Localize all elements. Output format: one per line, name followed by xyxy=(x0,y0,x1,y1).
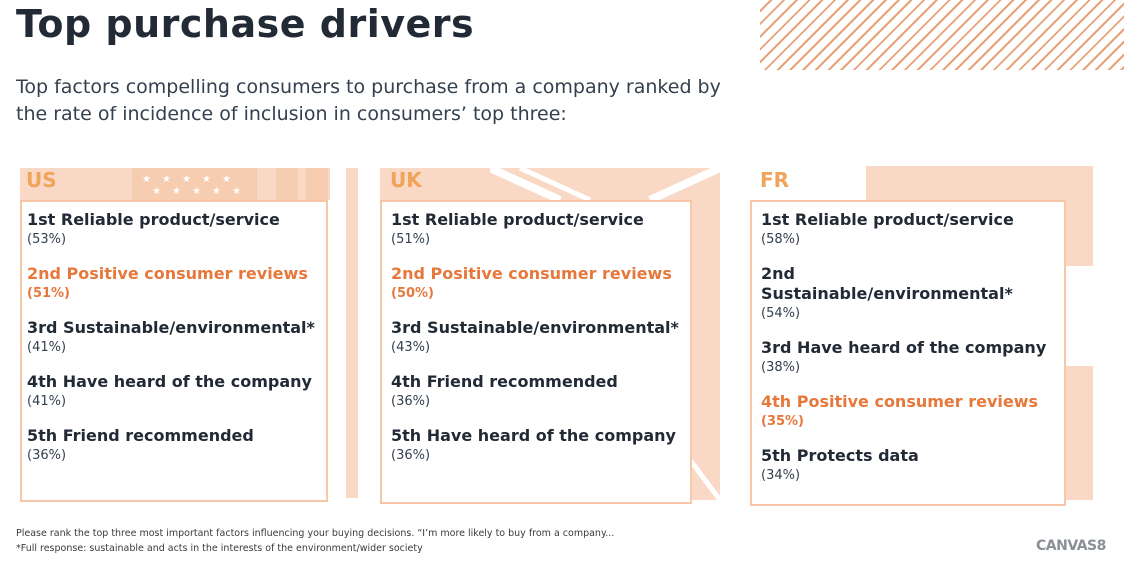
ranking-percent: (51%) xyxy=(27,286,70,301)
ranking-percent: (38%) xyxy=(761,360,801,375)
survey-question-footnote: Please rank the top three most important… xyxy=(16,528,615,539)
ranking-item: 4th Have heard of the company (41%) xyxy=(27,372,326,412)
ranking-item: 1st Reliable product/service (58%) xyxy=(761,210,1064,250)
ranking-percent: (41%) xyxy=(27,394,67,409)
ranking-label: 5th Protects data xyxy=(761,446,919,465)
ranking-item: 5th Protects data (34%) xyxy=(761,446,1064,486)
ranking-item: 5th Have heard of the company (36%) xyxy=(391,426,690,466)
country-label-fr: FR xyxy=(760,168,790,192)
ranking-item: 3rd Have heard of the company (38%) xyxy=(761,338,1064,378)
page-title: Top purchase drivers xyxy=(16,2,475,46)
canvas8-logo: CANVAS8 xyxy=(1036,538,1106,554)
decorative-hatch-pattern xyxy=(760,0,1124,70)
ranking-percent: (53%) xyxy=(27,232,67,247)
ranking-item: 4th Positive consumer reviews (35%) xyxy=(761,392,1064,432)
ranking-percent: (41%) xyxy=(27,340,67,355)
page-subtitle: Top factors compelling consumers to purc… xyxy=(16,76,721,125)
ranking-item: 5th Friend recommended (36%) xyxy=(27,426,326,466)
ranking-item: 3rd Sustainable/environmental* (41%) xyxy=(27,318,326,358)
ranking-item: 2nd Sustainable/environmental* (54%) xyxy=(761,264,1064,324)
ranking-item: 1st Reliable product/service (53%) xyxy=(27,210,326,250)
ranking-percent: (54%) xyxy=(761,306,801,321)
ranking-panel-uk: 1st Reliable product/service (51%) 2nd Po… xyxy=(380,200,692,504)
ranking-percent: (36%) xyxy=(27,448,67,463)
ranking-percent: (34%) xyxy=(761,468,801,483)
ranking-percent: (35%) xyxy=(761,414,804,429)
ranking-label: 5th Have heard of the company xyxy=(391,426,676,445)
ranking-label: 3rd Have heard of the company xyxy=(761,338,1047,357)
ranking-panel-us: 1st Reliable product/service (53%) 2nd Po… xyxy=(20,200,328,502)
ranking-item: 2nd Positive consumer reviews (51%) xyxy=(27,264,326,304)
ranking-percent: (43%) xyxy=(391,340,431,355)
ranking-percent: (36%) xyxy=(391,448,431,463)
ranking-label: 1st Reliable product/service xyxy=(761,210,1014,229)
ranking-label: 2nd Positive consumer reviews xyxy=(391,264,672,283)
ranking-item: 2nd Positive consumer reviews (50%) xyxy=(391,264,690,304)
ranking-label: 3rd Sustainable/environmental* xyxy=(27,318,315,337)
ranking-panel-fr: 1st Reliable product/service (58%) 2nd Su… xyxy=(750,200,1066,506)
ranking-item: 1st Reliable product/service (51%) xyxy=(391,210,690,250)
ranking-label: 1st Reliable product/service xyxy=(391,210,644,229)
ranking-percent: (50%) xyxy=(391,286,434,301)
country-label-us: US xyxy=(26,168,57,192)
ranking-label: 1st Reliable product/service xyxy=(27,210,280,229)
ranking-item: 4th Friend recommended (36%) xyxy=(391,372,690,412)
ranking-percent: (36%) xyxy=(391,394,431,409)
country-label-uk: UK xyxy=(390,168,422,192)
ranking-label: 3rd Sustainable/environmental* xyxy=(391,318,679,337)
ranking-label: 4th Positive consumer reviews xyxy=(761,392,1039,411)
asterisk-footnote: *Full response: sustainable and acts in … xyxy=(16,543,423,554)
ranking-label: 4th Have heard of the company xyxy=(27,372,312,391)
ranking-label: 2nd Sustainable/environmental* xyxy=(761,264,1013,303)
ranking-percent: (58%) xyxy=(761,232,801,247)
ranking-label: 5th Friend recommended xyxy=(27,426,254,445)
ranking-percent: (51%) xyxy=(391,232,431,247)
ranking-label: 2nd Positive consumer reviews xyxy=(27,264,308,283)
ranking-item: 3rd Sustainable/environmental* (43%) xyxy=(391,318,690,358)
ranking-label: 4th Friend recommended xyxy=(391,372,618,391)
